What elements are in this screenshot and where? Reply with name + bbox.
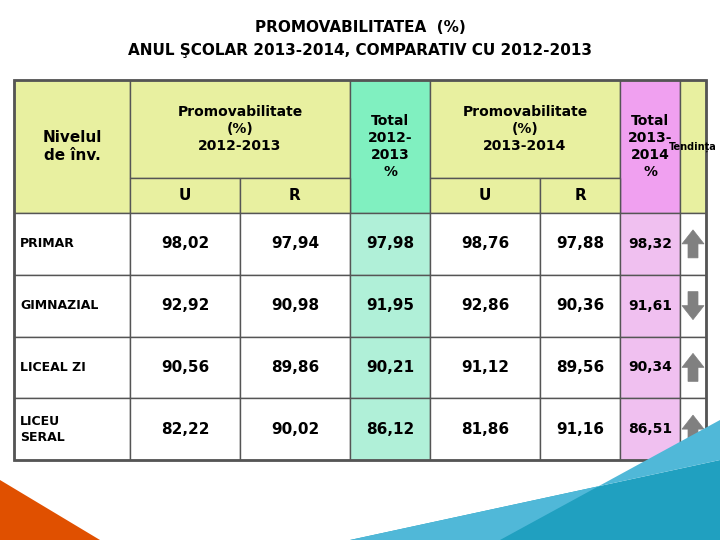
Text: U: U (179, 188, 192, 203)
Text: ANUL ŞCOLAR 2013-2014, COMPARATIV CU 2012-2013: ANUL ŞCOLAR 2013-2014, COMPARATIV CU 201… (128, 43, 592, 57)
Text: 90,98: 90,98 (271, 298, 319, 313)
Bar (430, 80, 620, 178)
Bar (430, 213, 540, 275)
Text: R: R (574, 188, 586, 203)
Text: 90,21: 90,21 (366, 360, 414, 375)
Text: Tendința: Tendința (669, 141, 717, 152)
Text: 92,86: 92,86 (461, 298, 509, 313)
Bar (350, 399, 430, 460)
Text: 97,98: 97,98 (366, 237, 414, 252)
Bar (14, 213, 130, 275)
Bar (430, 336, 540, 399)
Bar (350, 213, 430, 275)
Text: Total
2012-
2013
%: Total 2012- 2013 % (368, 113, 413, 179)
Bar (14, 399, 130, 460)
Polygon shape (682, 415, 704, 443)
Bar (430, 275, 540, 336)
Bar (130, 80, 350, 178)
Text: 98,76: 98,76 (461, 237, 509, 252)
Text: Promovabilitate
(%)
2012-2013: Promovabilitate (%) 2012-2013 (177, 105, 302, 153)
Text: 91,16: 91,16 (556, 422, 604, 437)
Bar (620, 275, 680, 336)
Text: 89,56: 89,56 (556, 360, 604, 375)
Text: R: R (289, 188, 301, 203)
Bar (430, 399, 540, 460)
Bar (620, 336, 680, 399)
Text: 90,56: 90,56 (161, 360, 209, 375)
Text: 91,95: 91,95 (366, 298, 414, 313)
Text: LICEU
SERAL: LICEU SERAL (20, 415, 65, 444)
Text: LICEAL ZI: LICEAL ZI (20, 361, 86, 374)
Text: 90,36: 90,36 (556, 298, 604, 313)
Text: 92,92: 92,92 (161, 298, 210, 313)
Text: 91,12: 91,12 (461, 360, 509, 375)
Text: 98,02: 98,02 (161, 237, 209, 252)
Text: 91,61: 91,61 (628, 299, 672, 313)
Text: 90,34: 90,34 (628, 360, 672, 374)
Bar (14, 80, 706, 460)
Text: 81,86: 81,86 (461, 422, 509, 437)
Text: 89,86: 89,86 (271, 360, 319, 375)
Polygon shape (200, 460, 720, 540)
Bar (14, 80, 130, 213)
Bar (350, 80, 430, 213)
Bar (620, 399, 680, 460)
Bar (130, 178, 240, 213)
Text: GIMNAZIAL: GIMNAZIAL (20, 299, 99, 312)
Bar (130, 213, 240, 275)
Bar (620, 213, 680, 275)
Text: Promovabilitate
(%)
2013-2014: Promovabilitate (%) 2013-2014 (462, 105, 588, 153)
Bar (540, 399, 620, 460)
Bar (130, 275, 240, 336)
Polygon shape (682, 292, 704, 320)
Bar (14, 275, 130, 336)
Bar (540, 213, 620, 275)
Text: 86,12: 86,12 (366, 422, 414, 437)
Bar (350, 275, 430, 336)
Bar (240, 213, 350, 275)
Bar (130, 399, 240, 460)
Text: PRIMAR: PRIMAR (20, 238, 75, 251)
Polygon shape (350, 420, 720, 540)
Bar (680, 213, 706, 275)
Polygon shape (682, 230, 704, 258)
Text: 90,02: 90,02 (271, 422, 319, 437)
Bar (680, 275, 706, 336)
Bar (540, 336, 620, 399)
Text: Total
2013-
2014
%: Total 2013- 2014 % (628, 113, 672, 179)
Bar (540, 178, 620, 213)
Text: PROMOVABILITATEA  (%): PROMOVABILITATEA (%) (255, 21, 465, 36)
Bar (240, 399, 350, 460)
Bar (620, 80, 680, 213)
Text: 97,94: 97,94 (271, 237, 319, 252)
Bar (240, 336, 350, 399)
Text: 98,32: 98,32 (628, 237, 672, 251)
Text: U: U (479, 188, 491, 203)
Polygon shape (682, 353, 704, 381)
Text: 86,51: 86,51 (628, 422, 672, 436)
Bar (240, 178, 350, 213)
Bar (430, 178, 540, 213)
Bar (680, 80, 706, 213)
Bar (130, 336, 240, 399)
Text: Nivelul
de înv.: Nivelul de înv. (42, 130, 102, 163)
Bar (14, 336, 130, 399)
Text: 97,88: 97,88 (556, 237, 604, 252)
Polygon shape (0, 480, 100, 540)
Bar (680, 399, 706, 460)
Bar (540, 275, 620, 336)
Bar (350, 336, 430, 399)
Text: 82,22: 82,22 (161, 422, 210, 437)
Bar (680, 336, 706, 399)
Bar (240, 275, 350, 336)
